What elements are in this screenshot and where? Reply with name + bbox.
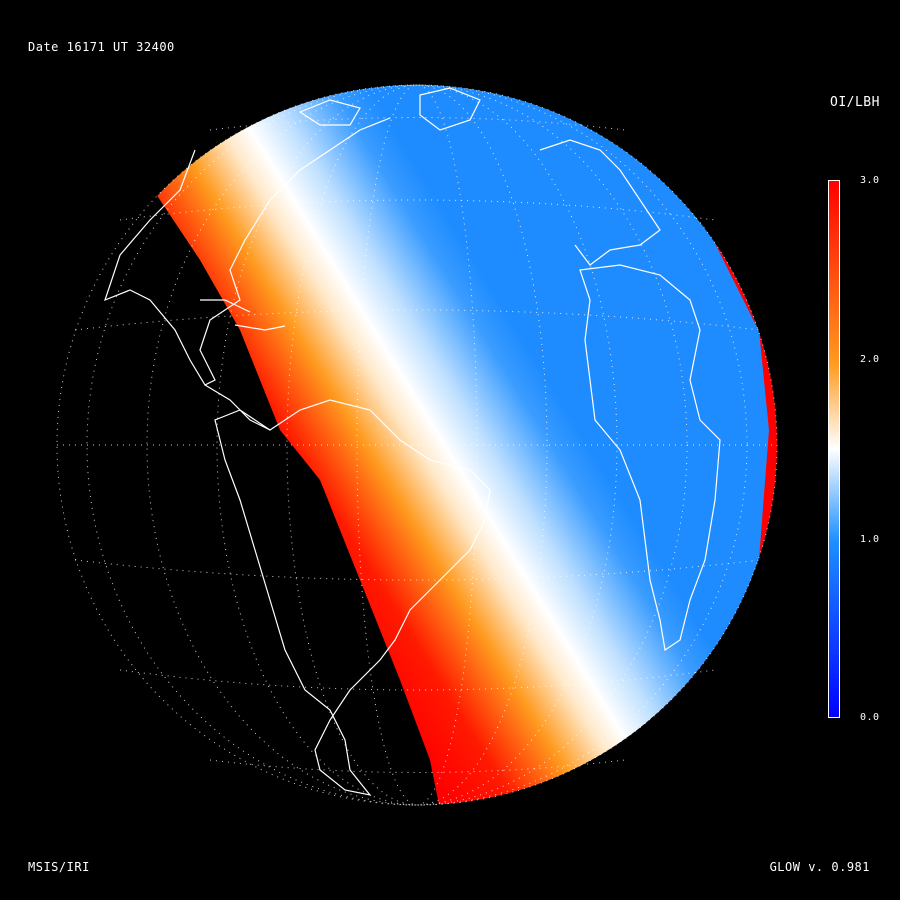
colorbar-tick-1: 1.0 xyxy=(860,534,880,545)
version-label: GLOW v. 0.981 xyxy=(769,860,870,874)
colorbar-tick-3: 3.0 xyxy=(860,175,880,186)
colorbar-tick-2: 2.0 xyxy=(860,354,880,365)
graticule xyxy=(56,84,778,806)
date-ut-label: Date 16171 UT 32400 xyxy=(28,40,175,54)
model-label: MSIS/IRI xyxy=(28,860,90,874)
colorbar-title: OI/LBH xyxy=(830,95,880,110)
colorbar xyxy=(828,180,840,718)
day-side-emission xyxy=(150,85,775,805)
coastlines xyxy=(104,87,721,796)
colorbar-tick-0: 0.0 xyxy=(860,712,880,723)
